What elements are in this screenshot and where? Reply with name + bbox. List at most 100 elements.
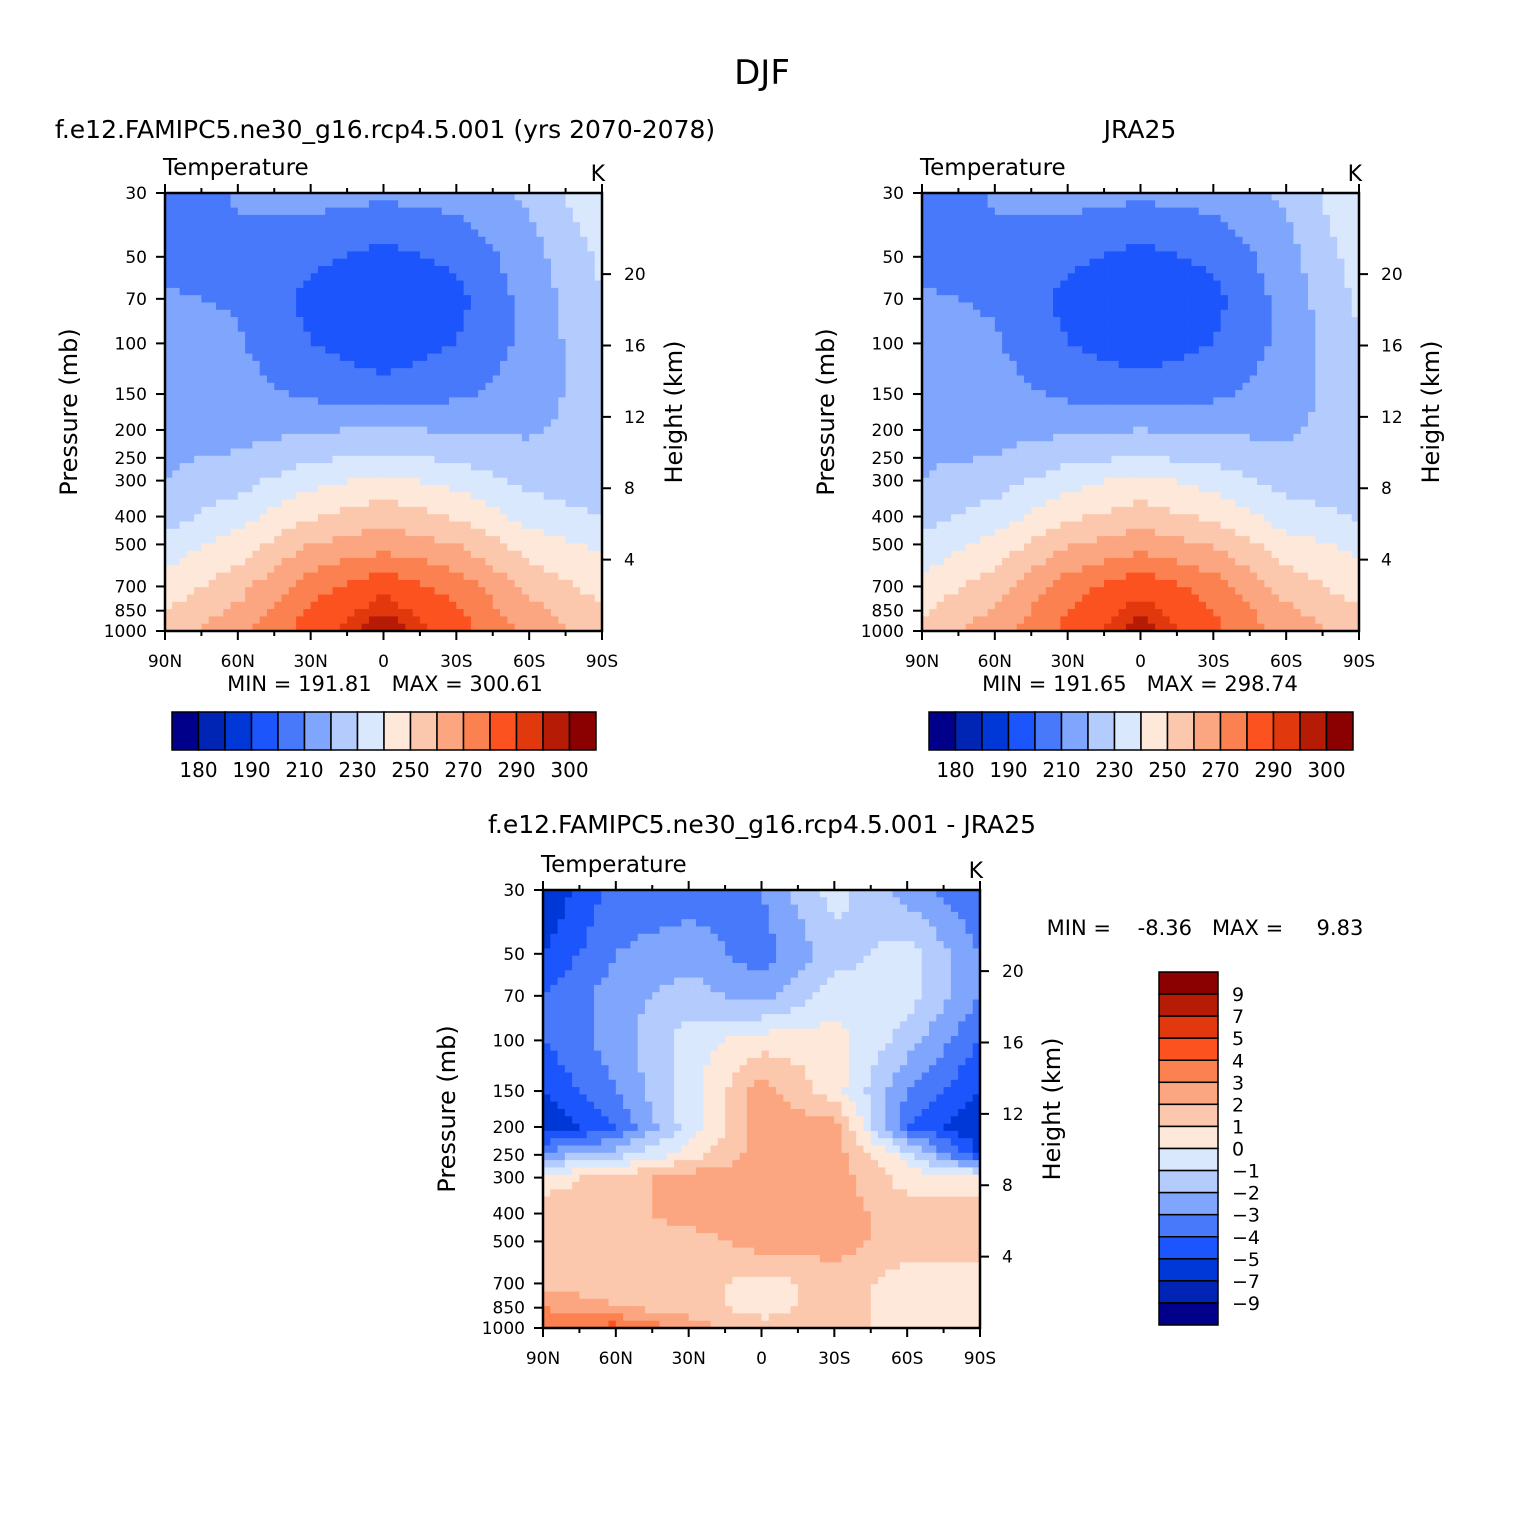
contour-cell <box>980 280 989 289</box>
contour-cell <box>237 207 246 216</box>
contour-cell <box>434 229 443 238</box>
contour-cell <box>1133 214 1142 223</box>
contour-cell <box>419 616 428 625</box>
contour-cell <box>529 222 538 231</box>
contour-cell <box>441 558 450 566</box>
contour-cell <box>427 521 436 530</box>
contour-cell <box>1140 258 1149 267</box>
contour-cell <box>252 455 261 464</box>
contour-cell <box>521 324 530 333</box>
contour-cell <box>179 579 188 588</box>
contour-cell <box>543 207 552 216</box>
contour-cell <box>288 477 297 486</box>
contour-cell <box>1089 346 1098 355</box>
y-tick-label: 30 <box>125 184 147 204</box>
contour-cell <box>470 390 479 398</box>
contour-cell <box>266 353 275 362</box>
contour-cell <box>500 455 508 464</box>
contour-cell <box>972 222 981 231</box>
contour-cell <box>449 390 457 398</box>
contour-cell <box>558 309 567 318</box>
contour-cell <box>412 601 421 610</box>
y-tick-label: 500 <box>115 535 147 555</box>
contour-cell <box>1300 324 1309 333</box>
contour-cell <box>332 506 341 515</box>
contour-cell <box>1104 331 1112 340</box>
contour-cell <box>441 244 450 252</box>
contour-cell <box>470 601 479 610</box>
contour-cell <box>1133 317 1142 325</box>
contour-cell <box>288 404 297 413</box>
contour-cell <box>580 506 589 515</box>
contour-cell <box>1162 309 1171 318</box>
contour-cell <box>317 565 326 574</box>
contour-cell <box>1038 295 1047 304</box>
contour-cell <box>434 558 443 566</box>
contour-cell <box>274 339 283 347</box>
contour-cell <box>1315 295 1324 304</box>
contour-cell <box>965 229 974 238</box>
contour-cell <box>536 514 545 523</box>
contour-cell <box>310 558 319 566</box>
contour-cell <box>310 419 319 428</box>
contour-cell <box>463 470 472 479</box>
contour-cell <box>419 448 428 457</box>
contour-cell <box>456 470 465 479</box>
contour-cell <box>514 499 523 508</box>
contour-cell <box>456 353 465 362</box>
contour-cell <box>215 558 224 566</box>
contour-cell <box>543 375 552 384</box>
contour-cell <box>1213 280 1222 289</box>
contour-cell <box>354 302 363 311</box>
contour-cell <box>201 463 210 471</box>
contour-cell <box>339 222 348 231</box>
contour-cell <box>172 623 181 632</box>
contour-cell <box>1286 193 1295 201</box>
contour-cell <box>281 339 290 347</box>
contour-cell <box>194 317 203 325</box>
contour-cell <box>485 485 494 493</box>
contour-cell <box>478 441 487 450</box>
contour-cell <box>1031 229 1040 238</box>
contour-cell <box>230 236 239 245</box>
contour-cell <box>1293 214 1302 223</box>
contour-cell <box>398 463 406 471</box>
contour-cell <box>521 236 530 245</box>
contour-cell <box>1162 200 1171 209</box>
contour-cell <box>1235 280 1244 289</box>
contour-cell <box>1118 295 1127 304</box>
contour-cell <box>390 587 399 596</box>
contour-cell <box>427 514 436 523</box>
contour-cell <box>208 309 217 318</box>
contour-cell <box>1315 258 1324 267</box>
contour-cell <box>529 375 538 384</box>
contour-cell <box>201 587 210 596</box>
contour-cell <box>252 441 261 450</box>
contour-cell <box>529 463 538 471</box>
contour-cell <box>521 353 530 362</box>
contour-cell <box>478 273 487 282</box>
contour-cell <box>296 382 304 391</box>
contour-cell <box>303 382 312 391</box>
contour-cell <box>1067 236 1076 245</box>
contour-cell <box>1264 266 1273 274</box>
contour-cell <box>1060 207 1069 216</box>
contour-cell <box>580 331 589 340</box>
contour-cell <box>215 579 224 588</box>
contour-cell <box>1198 244 1207 252</box>
contour-cell <box>463 317 472 325</box>
contour-cell <box>529 506 538 515</box>
contour-cell <box>376 506 385 515</box>
contour-cell <box>1096 339 1105 347</box>
contour-cell <box>580 251 589 260</box>
contour-cell <box>994 339 1003 347</box>
contour-cell <box>594 390 603 398</box>
contour-cell <box>361 550 370 559</box>
contour-cell <box>1176 193 1185 201</box>
contour-cell <box>303 419 312 428</box>
contour-cell <box>245 236 253 245</box>
contour-cell <box>1322 302 1331 311</box>
contour-cell <box>441 485 450 493</box>
contour-cell <box>500 558 508 566</box>
contour-cell <box>529 353 538 362</box>
